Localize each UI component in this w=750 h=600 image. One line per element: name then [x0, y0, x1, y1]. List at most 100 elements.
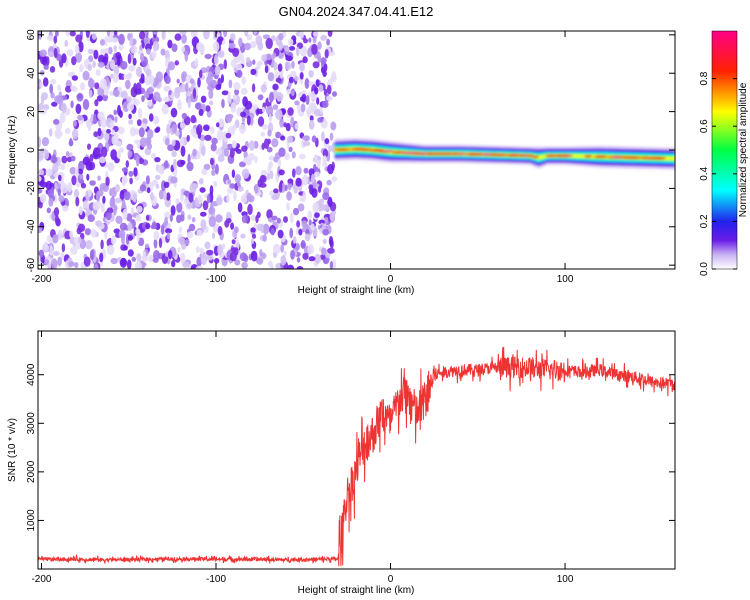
noise-speckle: [204, 241, 211, 250]
noise-speckle: [203, 163, 211, 171]
spectrogram-y-axis: -60 -40 -20 0 20 40 60: [26, 29, 675, 272]
noise-speckle: [168, 90, 172, 96]
noise-speckle: [152, 40, 160, 52]
noise-speckle: [166, 232, 171, 240]
noise-speckle: [142, 118, 148, 125]
noise-speckle: [225, 132, 232, 139]
noise-speckle: [136, 119, 142, 127]
noise-speckle: [206, 254, 214, 261]
noise-speckle: [237, 186, 244, 192]
noise-speckle: [151, 50, 157, 59]
noise-speckle: [154, 157, 161, 163]
noise-speckle: [53, 47, 58, 59]
noise-speckle: [170, 176, 178, 184]
signal-band-peak: [549, 154, 569, 158]
noise-speckle: [190, 128, 197, 136]
noise-speckle: [92, 60, 96, 68]
noise-speckle: [284, 46, 290, 52]
noise-speckle: [224, 147, 229, 157]
noise-speckle: [158, 189, 165, 200]
noise-speckle: [231, 239, 236, 245]
noise-speckle: [64, 40, 68, 47]
noise-speckle: [117, 126, 125, 135]
noise-speckle: [318, 84, 324, 93]
noise-speckle: [152, 257, 159, 263]
noise-speckle: [198, 178, 204, 185]
noise-speckle: [97, 127, 102, 137]
noise-speckle: [93, 131, 98, 138]
noise-speckle: [246, 34, 253, 41]
noise-speckle: [316, 51, 321, 62]
noise-speckle: [169, 213, 173, 222]
noise-speckle: [322, 100, 329, 109]
noise-speckle: [223, 59, 227, 70]
noise-speckle: [202, 169, 208, 176]
noise-speckle: [289, 212, 294, 224]
noise-speckle: [235, 148, 242, 154]
snr-xtick-label: -200: [31, 574, 51, 585]
noise-speckle: [79, 64, 84, 73]
noise-speckle: [262, 223, 270, 235]
noise-speckle: [247, 203, 253, 215]
signal-band-peak: [584, 155, 593, 158]
noise-speckle: [127, 150, 133, 158]
noise-speckle: [280, 135, 286, 141]
noise-speckle: [308, 70, 314, 78]
noise-speckle: [153, 238, 158, 249]
noise-speckle: [226, 113, 234, 120]
noise-speckle: [85, 209, 90, 218]
noise-speckle: [45, 180, 53, 190]
signal-band-peak: [647, 156, 666, 160]
noise-speckle: [321, 131, 325, 142]
signal-band: [333, 138, 675, 170]
noise-speckle: [132, 193, 137, 203]
noise-speckle: [208, 216, 216, 228]
noise-speckle: [126, 213, 133, 222]
noise-speckle: [301, 174, 309, 186]
spectrogram-ytick-label: -20: [26, 181, 37, 196]
noise-speckle: [171, 43, 178, 52]
noise-speckle: [160, 224, 165, 235]
noise-speckle: [77, 114, 83, 121]
noise-speckle: [214, 54, 219, 66]
noise-speckle: [75, 103, 82, 115]
noise-speckle: [330, 121, 337, 131]
colorbar-tick-label: 0.4: [699, 166, 710, 180]
noise-speckle: [268, 113, 273, 123]
noise-speckle: [254, 183, 259, 194]
noise-speckle: [187, 153, 191, 164]
noise-speckle: [100, 117, 108, 128]
noise-speckle: [292, 207, 300, 216]
noise-speckle: [148, 86, 154, 95]
noise-speckle: [282, 108, 286, 115]
noise-speckle: [53, 35, 58, 44]
noise-speckle: [278, 147, 286, 157]
noise-speckle: [54, 182, 58, 190]
spectrogram-ylabel: Frequency (Hz): [7, 116, 18, 185]
noise-speckle: [135, 261, 142, 269]
noise-speckle: [304, 78, 310, 89]
noise-speckle: [71, 75, 78, 81]
noise-speckle: [164, 216, 169, 227]
noise-speckle: [296, 257, 301, 263]
noise-speckle: [256, 61, 261, 70]
noise-speckle: [261, 54, 267, 62]
noise-speckle: [208, 88, 214, 99]
noise-speckle: [113, 31, 118, 36]
noise-speckle: [300, 240, 306, 249]
noise-speckle: [273, 188, 279, 194]
noise-speckle: [137, 108, 143, 119]
noise-speckle: [198, 108, 204, 116]
noise-speckle: [39, 193, 47, 204]
snr-ytick-label: 1000: [26, 509, 37, 532]
spectrogram-xlabel: Height of straight line (km): [298, 285, 415, 296]
noise-speckle: [135, 82, 142, 92]
noise-speckle: [310, 223, 315, 231]
noise-speckle: [233, 190, 237, 202]
noise-speckle: [204, 134, 212, 141]
noise-speckle: [41, 137, 50, 147]
noise-speckle: [273, 243, 281, 255]
noise-speckle: [260, 131, 265, 137]
noise-speckle: [120, 73, 125, 81]
noise-speckle: [74, 188, 79, 199]
